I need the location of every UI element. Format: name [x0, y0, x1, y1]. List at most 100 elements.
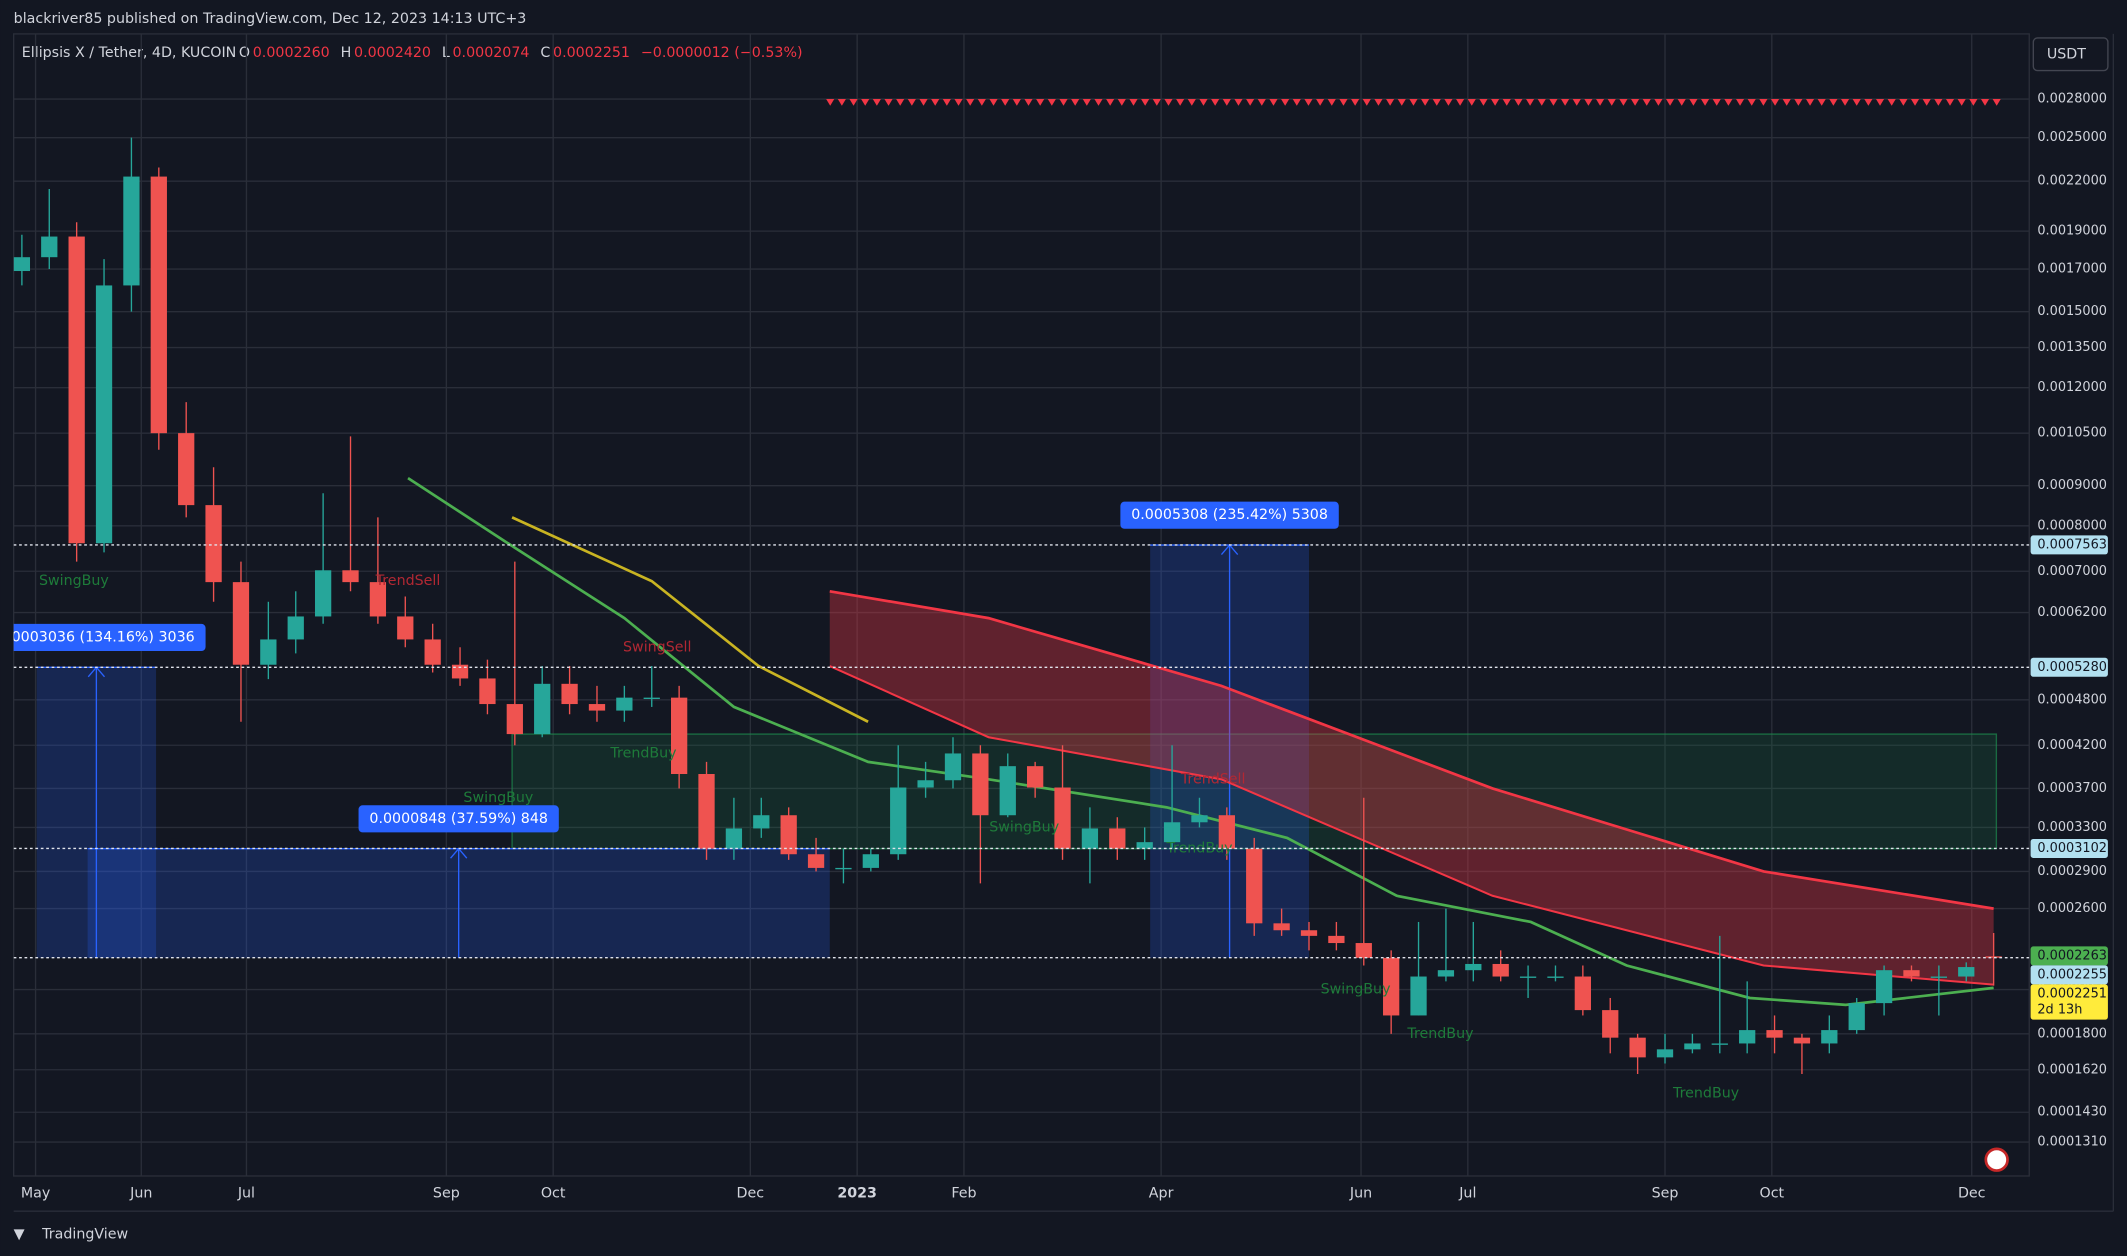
- marker-triangle: [1642, 99, 1651, 106]
- ohlc-key: O: [239, 45, 250, 61]
- marker-triangle: [1059, 99, 1068, 106]
- candle-body: [862, 854, 879, 868]
- x-tick-label: Oct: [1760, 1186, 1785, 1202]
- ohlc-value: 0.0002074: [453, 45, 530, 61]
- currency-button[interactable]: [2032, 37, 2109, 72]
- plot: 0.0003036 (134.16%) 3036 0.0000848 (37.59…: [0, 33, 2030, 1176]
- marker-triangle: [849, 99, 858, 106]
- currency[interactable]: USDT: [2047, 46, 2086, 62]
- y-tick-label: 0.0003700: [2037, 781, 2107, 796]
- measure-label-text: 0.0003036 (134.16%) 3036: [0, 629, 195, 645]
- logo-mark: ▼: [14, 1226, 25, 1242]
- marker-triangle: [1864, 99, 1873, 106]
- marker-triangle: [1071, 99, 1080, 106]
- y-tick-label: 0.0028000: [2037, 92, 2107, 107]
- price-tag: [2030, 838, 2108, 858]
- candle-body: [1766, 1030, 1783, 1038]
- candle-body: [1410, 976, 1427, 1016]
- marker-triangle: [1491, 99, 1500, 106]
- candle-body: [178, 433, 195, 506]
- marker-triangle: [1887, 99, 1896, 106]
- price-tag: [2030, 946, 2108, 966]
- y-tick-label: 0.0004800: [2037, 692, 2107, 707]
- publisher: blackriver85 published on TradingView.co…: [14, 11, 527, 27]
- marker-triangle: [1747, 99, 1756, 106]
- marker-triangle: [1654, 99, 1663, 106]
- change: −0.0000012 (−0.53%): [641, 45, 803, 61]
- marker-triangle: [1094, 99, 1103, 106]
- candle-body: [1547, 976, 1564, 978]
- candle-body: [506, 704, 523, 735]
- marker-triangle: [1677, 99, 1686, 106]
- candle-body: [260, 639, 277, 665]
- y-tick-label: 0.0008000: [2037, 518, 2107, 533]
- marker-triangle: [1339, 99, 1348, 106]
- y-tick-label: 0.0025000: [2037, 130, 2107, 145]
- band-lower: [829, 665, 1994, 986]
- marker-triangle: [1082, 99, 1091, 106]
- candle-body: [1848, 1003, 1865, 1031]
- marker-triangle: [1409, 99, 1418, 106]
- marker-triangle: [1234, 99, 1243, 106]
- ohlc-value: 0.0002420: [354, 45, 431, 61]
- candle-body: [314, 570, 332, 617]
- marker-triangle: [1444, 99, 1453, 106]
- candle-body: [1519, 976, 1537, 978]
- candle-body: [451, 664, 469, 679]
- marker-triangle: [1502, 99, 1511, 106]
- y-tick-label: 0.0002600: [2037, 901, 2107, 916]
- marker-triangle: [1281, 99, 1290, 106]
- signal-label: SwingBuy: [1321, 982, 1391, 998]
- price-tag: [2030, 984, 2108, 1020]
- price-tag: [2030, 657, 2108, 677]
- y-tick-label: 0.0015000: [2037, 304, 2107, 319]
- candle-body: [1273, 923, 1290, 931]
- candle-body: [68, 236, 85, 544]
- candle-body: [1629, 1037, 1646, 1058]
- candle-body: [1081, 828, 1099, 849]
- candle-body: [1656, 1049, 1674, 1058]
- marker-triangle: [989, 99, 998, 106]
- marker-triangle: [1479, 99, 1488, 106]
- x-tick-label: 2023: [837, 1186, 877, 1202]
- candle-body: [1739, 1030, 1756, 1044]
- marker-triangle: [1992, 99, 2001, 106]
- moving-average: [511, 516, 869, 723]
- marker-triangle: [1584, 99, 1593, 106]
- x-tick-label: Jun: [1349, 1186, 1372, 1202]
- y-tick-label: 0.0009000: [2037, 478, 2107, 493]
- band-upper: [829, 589, 1994, 910]
- marker-triangle: [1456, 99, 1465, 106]
- symbol: Ellipsis X / Tether, 4D, KUCOIN: [22, 45, 237, 61]
- candle-body: [917, 780, 934, 788]
- signal-label: SwingSell: [623, 639, 691, 655]
- candle-body: [835, 867, 852, 870]
- candle-body: [698, 774, 715, 849]
- candle-body: [616, 697, 633, 711]
- candle-body: [972, 753, 989, 816]
- candle-body: [561, 683, 578, 705]
- y-tick-label: 0.0002900: [2037, 864, 2107, 879]
- x-tick-label: Sep: [433, 1186, 460, 1202]
- marker-triangle: [1782, 99, 1791, 106]
- price-tag-text: 0.0005280: [2037, 660, 2107, 675]
- candle-body: [1930, 976, 1948, 978]
- y-tick-label: 0.0001310: [2037, 1135, 2107, 1150]
- measure-label: 0.0000848 (37.59%) 848: [358, 805, 559, 833]
- x-tick-label: Oct: [541, 1186, 566, 1202]
- candle-body: [944, 753, 962, 781]
- marker-triangle: [837, 99, 846, 106]
- signal-label: TrendBuy: [1406, 1026, 1473, 1042]
- candle-body: [1437, 970, 1455, 977]
- ohlc-value: 0.0002251: [553, 45, 630, 61]
- marker-triangle: [1852, 99, 1861, 106]
- signal-label: SwingBuy: [989, 819, 1059, 835]
- marker-triangle: [1910, 99, 1920, 106]
- marker-triangle: [1794, 99, 1803, 106]
- flag-icon[interactable]: [1984, 1147, 2009, 1172]
- candle-body: [13, 257, 31, 272]
- marker-triangle: [1269, 99, 1278, 106]
- marker-triangle: [826, 99, 835, 106]
- signal-label: TrendBuy: [1672, 1086, 1739, 1102]
- marker-triangle: [1817, 99, 1826, 106]
